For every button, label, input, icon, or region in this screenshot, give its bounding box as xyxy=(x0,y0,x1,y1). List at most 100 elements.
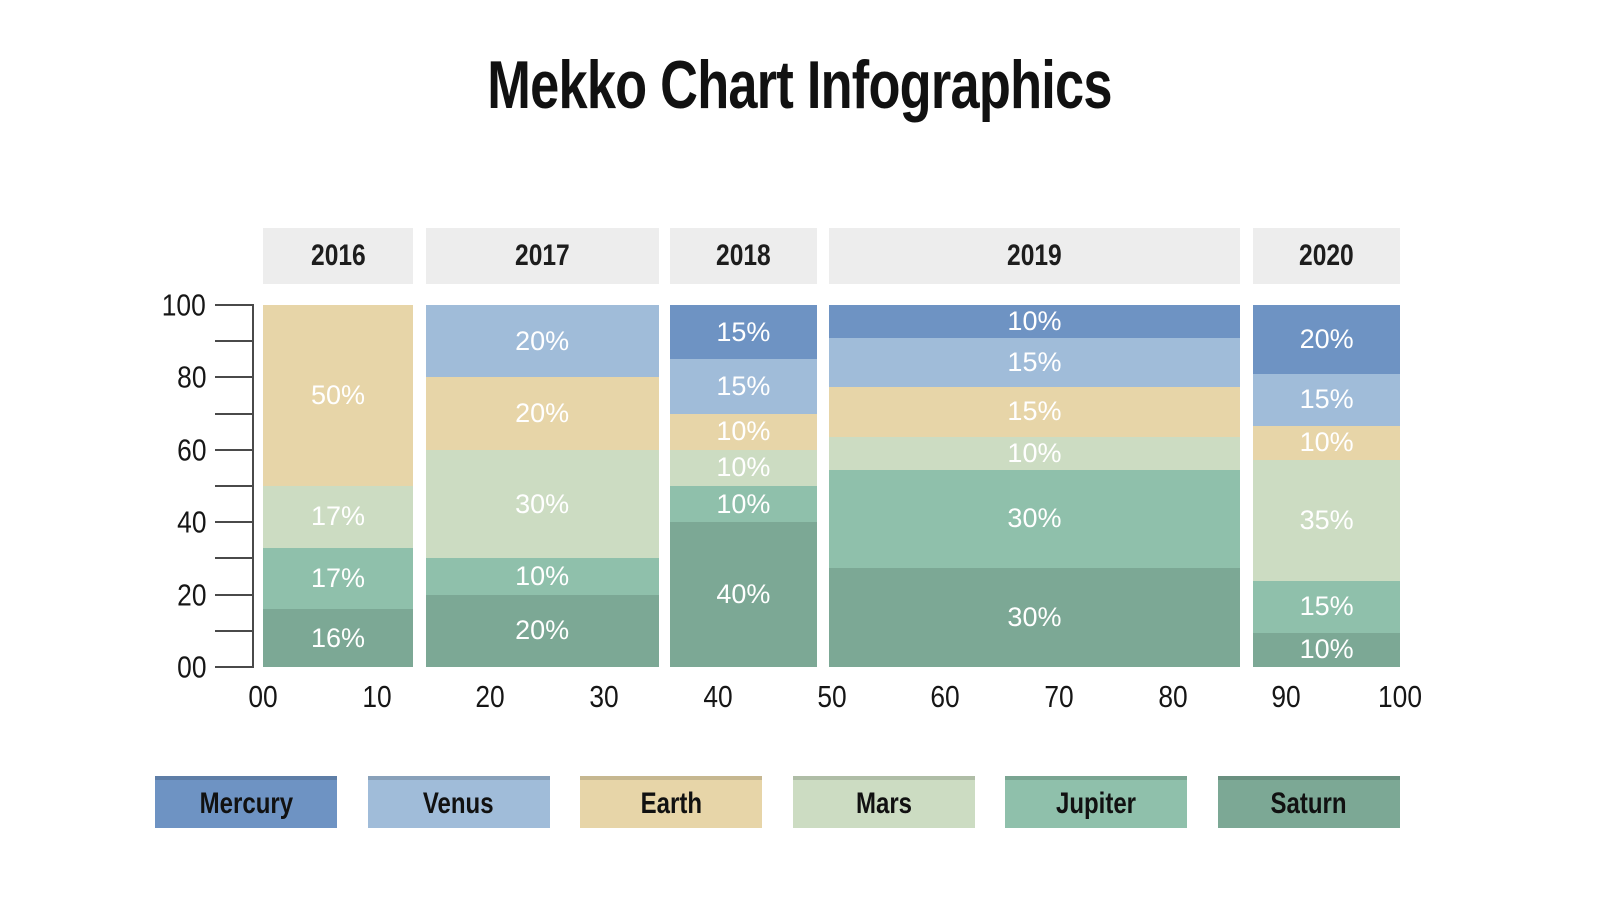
column-header-2018: 2018 xyxy=(670,228,817,284)
segment-value-label: 30% xyxy=(1007,602,1062,633)
x-axis-label: 20 xyxy=(473,681,507,712)
y-axis-tick xyxy=(215,557,254,560)
segment-2019-jupiter: 30% xyxy=(829,469,1240,569)
chart-title: Mekko Chart Infographics xyxy=(487,47,1113,123)
segment-value-label: 30% xyxy=(1007,503,1062,534)
column-header-2016: 2016 xyxy=(263,228,414,284)
segment-2016-saturn: 16% xyxy=(263,609,414,667)
segment-2019-saturn: 30% xyxy=(829,568,1240,667)
x-axis-label-text: 50 xyxy=(816,679,847,714)
y-axis-tick xyxy=(215,304,254,306)
segment-value-label: 16% xyxy=(311,622,366,653)
x-axis-label: 70 xyxy=(1042,681,1076,712)
x-axis-label-text: 10 xyxy=(362,679,392,714)
column-header-label: 2017 xyxy=(514,239,570,272)
segment-2018-venus: 15% xyxy=(670,359,817,414)
y-axis-label: 60 xyxy=(172,434,206,465)
legend-label: Venus xyxy=(423,787,494,820)
y-axis-label: 00 xyxy=(172,652,206,683)
segment-value-label: 10% xyxy=(716,416,771,447)
y-axis-label: 100 xyxy=(154,290,206,321)
segment-value-label: 20% xyxy=(515,325,570,356)
x-axis-label: 30 xyxy=(587,681,621,712)
segment-2018-earth: 10% xyxy=(670,413,817,450)
legend-item-earth: Earth xyxy=(580,776,763,828)
column-header-2017: 2017 xyxy=(425,228,659,284)
y-axis-label-text: 100 xyxy=(162,287,206,323)
segment-value-label: 15% xyxy=(1007,347,1062,378)
legend-item-venus: Venus xyxy=(367,776,550,828)
column-header-label: 2016 xyxy=(310,239,366,272)
segment-2016-mars: 17% xyxy=(263,486,414,548)
segment-2017-mars: 30% xyxy=(425,449,659,559)
y-axis-label-text: 60 xyxy=(176,432,206,468)
x-axis-label: 60 xyxy=(928,681,962,712)
y-axis: 100 80 60 40 20 00 xyxy=(0,290,263,683)
segment-value-label: 10% xyxy=(515,560,570,591)
segment-value-label: 15% xyxy=(716,316,771,347)
y-axis-tick xyxy=(215,412,254,415)
x-axis-label-text: 90 xyxy=(1271,679,1301,714)
legend: Mercury Venus Earth Mars Jupiter Saturn xyxy=(155,776,1400,828)
x-axis-label-text: 80 xyxy=(1157,679,1188,714)
y-axis-tick xyxy=(215,376,254,379)
segment-value-label: 10% xyxy=(716,488,771,519)
plot-area: 50% 17% 17% 16% 20% 20% 30% 10% 20% 15% 15% 10% 10% 1… xyxy=(263,305,1400,667)
x-axis-label-text: 00 xyxy=(248,679,278,714)
legend-item-saturn: Saturn xyxy=(1217,776,1400,828)
x-axis-label-text: 40 xyxy=(703,679,733,714)
segment-value-label: 15% xyxy=(1299,591,1354,622)
segment-value-label: 10% xyxy=(716,452,771,483)
segment-2016-jupiter: 17% xyxy=(263,547,414,610)
segment-2018-saturn: 40% xyxy=(670,522,817,667)
segment-2018-mercury: 15% xyxy=(670,305,817,360)
segment-2019-mars: 10% xyxy=(829,436,1240,470)
y-axis-tick xyxy=(215,629,254,632)
legend-label: Mercury xyxy=(199,787,293,820)
segment-2020-mercury: 20% xyxy=(1253,305,1400,374)
legend-item-mercury: Mercury xyxy=(155,776,337,828)
segment-2018-mars: 10% xyxy=(670,449,817,486)
segment-value-label: 30% xyxy=(515,488,570,519)
segment-2019-venus: 15% xyxy=(829,337,1240,388)
y-axis-tick xyxy=(215,340,254,343)
segment-2017-earth: 20% xyxy=(425,377,659,450)
column-header-label: 2018 xyxy=(715,239,771,272)
x-axis-label-text: 70 xyxy=(1044,679,1074,714)
y-axis-label: 80 xyxy=(172,362,206,393)
segment-2020-jupiter: 15% xyxy=(1253,580,1400,633)
x-axis-label-text: 30 xyxy=(589,679,619,714)
legend-item-mars: Mars xyxy=(792,776,975,828)
segment-value-label: 40% xyxy=(716,579,771,610)
segment-2016-earth: 50% xyxy=(263,305,414,486)
x-axis-label: 50 xyxy=(814,681,848,712)
title-wrap: Mekko Chart Infographics xyxy=(0,46,1600,124)
segment-value-label: 20% xyxy=(515,615,570,646)
segment-2017-jupiter: 10% xyxy=(425,558,659,595)
legend-label: Earth xyxy=(640,787,702,820)
legend-item-jupiter: Jupiter xyxy=(1005,776,1188,828)
y-axis-label-text: 00 xyxy=(176,649,206,685)
y-axis-tick xyxy=(215,521,254,524)
segment-value-label: 15% xyxy=(716,370,771,401)
segment-value-label: 35% xyxy=(1299,504,1354,535)
segment-2017-venus: 20% xyxy=(425,305,659,378)
column-header-label: 2020 xyxy=(1299,239,1355,272)
segment-2020-mars: 35% xyxy=(1253,460,1400,581)
x-axis-label-text: 20 xyxy=(475,679,506,714)
x-axis-label: 100 xyxy=(1374,681,1426,712)
y-axis-tick xyxy=(215,666,254,668)
segment-value-label: 10% xyxy=(1007,305,1062,336)
segment-value-label: 20% xyxy=(1299,323,1354,354)
legend-label: Jupiter xyxy=(1056,787,1137,820)
segment-value-label: 17% xyxy=(311,501,366,532)
column-2019: 10% 15% 15% 10% 30% 30% xyxy=(829,305,1240,667)
y-axis-label: 20 xyxy=(172,579,206,610)
legend-label: Mars xyxy=(855,787,912,820)
x-axis-label-text: 100 xyxy=(1378,679,1422,714)
column-header-row: 2016 2017 2018 2019 2020 xyxy=(263,228,1400,284)
column-2016: 50% 17% 17% 16% xyxy=(263,305,414,667)
x-axis: 00 10 20 30 40 50 60 70 80 90 100 xyxy=(248,679,1422,715)
segment-value-label: 15% xyxy=(1007,396,1062,427)
